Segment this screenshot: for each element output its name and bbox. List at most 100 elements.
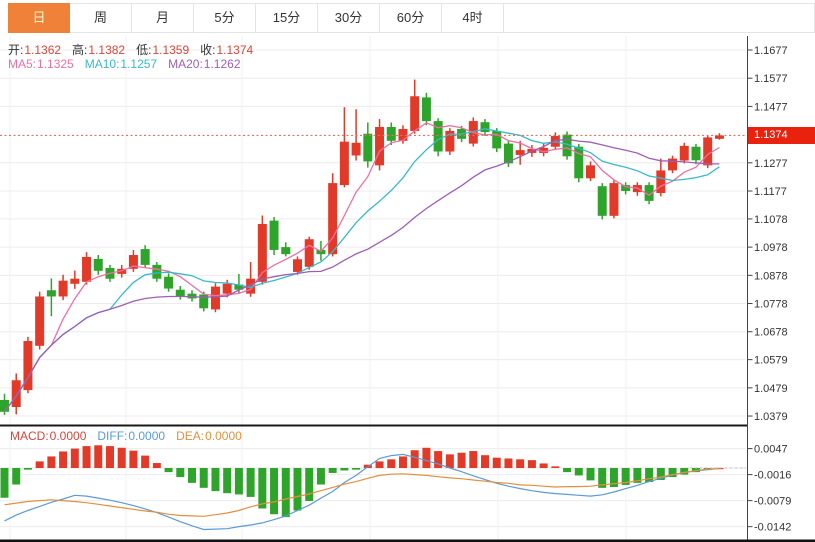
macd-bar [645,468,654,483]
candle-body [375,126,385,166]
candle-body [621,185,631,191]
candle-body [164,276,174,289]
candle-body [679,145,689,161]
ma10-line [3,128,720,413]
candle-body [199,294,209,309]
macd-bar [586,468,595,481]
macd-bar [23,468,32,470]
candle-body [644,185,654,201]
macd-bar [35,461,44,468]
price-tick-label: 1.0678 [754,327,788,339]
macd-bar [293,468,302,511]
macd-item-0-value: 0.0000 [49,429,87,443]
tab-week[interactable]: 周 [70,3,132,33]
candle-body [410,96,420,131]
price-tick-label: 1.0878 [754,270,788,282]
ma20-line [3,138,720,413]
candle-body [480,122,490,133]
macd-bar [340,468,349,471]
candle-body [128,255,138,269]
candle-body [58,280,68,297]
macd-bar [59,451,68,468]
tab-15min[interactable]: 15分 [256,3,318,33]
candle-body [0,399,9,412]
period-tabbar: 日周月 5分 15分 30分 60分 4时 [0,0,815,36]
candle-body [328,183,338,255]
candle-body [257,223,267,282]
price-tick-label: 1.1277 [754,158,788,170]
macd-bar [551,466,560,468]
price-tick-label: 1.1177 [754,186,787,198]
candle-body [609,183,619,216]
candle-body [35,296,45,346]
candle-body [574,146,584,179]
macd-bar [164,468,173,473]
macd-item-0-label: MACD: [10,429,49,443]
macd-bar [352,468,361,470]
candle-body [586,165,595,179]
macd-bar [316,468,325,485]
macd-bar [434,451,443,468]
tab-30min[interactable]: 30分 [318,3,380,33]
macd-bar [188,468,197,483]
macd-bar [94,445,103,468]
ohlc-item-3-label: 收: [200,43,216,57]
ohlc-item-0-label: 开: [8,43,24,57]
macd-bar [199,468,208,488]
tab-4hour[interactable]: 4时 [442,3,504,33]
macd-bar [492,457,501,468]
macd-bar [422,447,431,468]
macd-bar [0,468,9,498]
candle-body [492,130,502,149]
diff-line [4,453,720,531]
candle-body [281,247,291,255]
macd-bar [129,450,138,468]
tab-5min[interactable]: 5分 [194,3,256,33]
candle-body [316,249,326,255]
candle-body [597,186,607,216]
candle-body [445,130,455,152]
macd-bar [246,468,255,497]
macd-panel [0,445,746,531]
price-tick-label: 1.1477 [754,101,788,113]
macd-bar [668,468,677,478]
candle-body [82,256,92,282]
macd-bar [633,468,642,483]
candle-body [433,121,443,152]
tab-day[interactable]: 日 [8,3,70,33]
macd-bar [152,463,161,468]
macd-bar [211,468,220,492]
candle-body [210,286,220,310]
macd-bar [574,468,583,476]
macd-bar [47,456,56,468]
macd-bar [516,459,525,468]
macd-tick-label: 0.0047 [754,444,788,456]
tab-60min[interactable]: 60分 [380,3,442,33]
macd-bar [410,450,419,468]
chart-canvas[interactable]: 1.1677 1.1577 1.1477 1.1277 1.1177 1.1078 1.09… [0,36,815,542]
candle-body [234,284,244,290]
macd-bar [258,468,267,509]
candle-body [140,249,150,265]
macd-bar [141,455,150,468]
macd-bar [680,468,689,475]
price-axis: 1.1677 1.1577 1.1477 1.1277 1.1177 1.1078 1.09… [747,36,791,540]
ohlc-item-1-value: 1.1382 [88,43,126,57]
macd-bar [457,452,466,468]
tab-month[interactable]: 月 [132,3,194,33]
macd-bar [504,458,513,468]
macd-bar [234,468,243,495]
macd-bar [445,454,454,468]
candle-body [503,143,513,164]
candle-body [152,264,162,279]
ohlc-item-1-label: 高: [72,43,88,57]
macd-bar [563,468,572,473]
macd-bar [387,459,396,468]
price-tick-label: 1.0379 [754,411,788,423]
ma-item-1-value: 1.1257 [120,57,158,71]
ma-item-0-value: 1.1325 [37,57,74,71]
candle-body [93,258,103,271]
ohlc-item-3-value: 1.1374 [216,43,254,57]
candle-body [246,278,256,294]
